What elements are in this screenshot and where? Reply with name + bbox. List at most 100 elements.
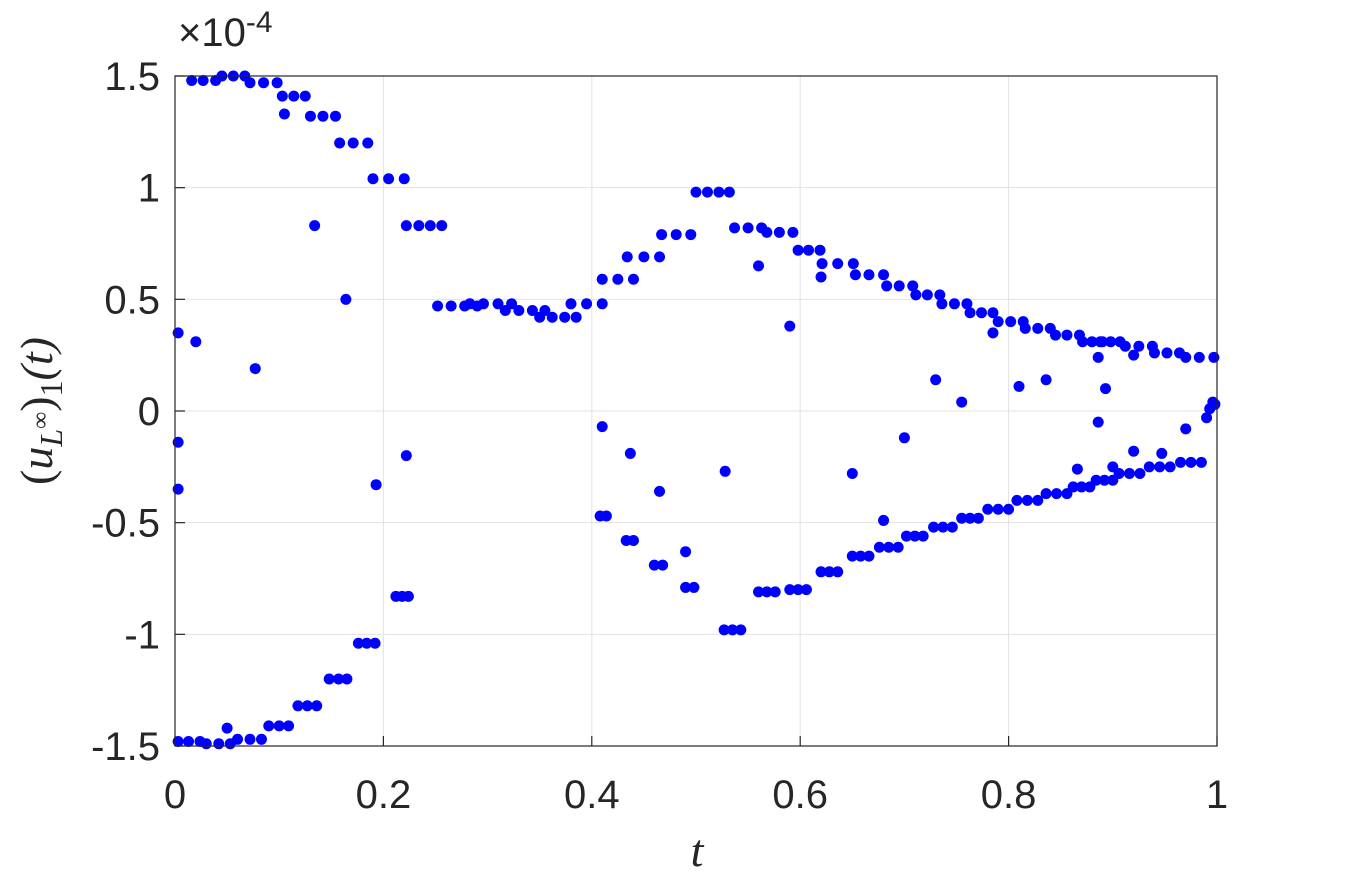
point [1076, 481, 1088, 493]
point [1032, 322, 1044, 334]
point [1051, 488, 1063, 500]
point [1086, 336, 1098, 348]
point [761, 586, 773, 598]
point [200, 738, 212, 750]
exponent-base: ×10 [178, 11, 246, 55]
point [309, 220, 321, 232]
point [1049, 329, 1061, 341]
point [769, 586, 781, 598]
point [1100, 383, 1112, 395]
point [982, 503, 994, 515]
point [249, 363, 261, 375]
ylabel-part: 1 [33, 380, 69, 396]
point [690, 186, 702, 198]
point [1098, 474, 1110, 486]
point [323, 673, 335, 685]
y-tick-label: 0 [138, 390, 160, 434]
point [883, 541, 895, 553]
point [1201, 412, 1213, 424]
point [956, 512, 968, 524]
point [581, 298, 593, 310]
point [232, 733, 244, 745]
point [849, 269, 861, 281]
point [340, 293, 352, 305]
point [898, 432, 910, 444]
point [1209, 398, 1221, 410]
point [855, 550, 867, 562]
point [773, 226, 785, 238]
point [815, 566, 827, 578]
point [362, 137, 374, 149]
point [934, 289, 946, 301]
point [221, 722, 233, 734]
point [972, 512, 984, 524]
point [680, 581, 692, 593]
point [863, 550, 875, 562]
point [526, 305, 538, 316]
point [352, 637, 364, 649]
point [546, 311, 558, 323]
point [1195, 456, 1207, 468]
point [987, 327, 999, 339]
x-tick-label: 0 [164, 773, 186, 817]
y-tick-label: 0.5 [104, 278, 160, 322]
point [197, 74, 209, 86]
ylabel-part: L [33, 429, 69, 448]
x-axis-label: t [691, 825, 705, 876]
point [761, 226, 773, 238]
point [815, 271, 827, 283]
point [1077, 336, 1089, 348]
point [976, 307, 988, 319]
point [701, 186, 713, 198]
point [713, 186, 725, 198]
point [258, 77, 270, 89]
point [1040, 488, 1052, 500]
point [753, 260, 765, 272]
point [1180, 423, 1192, 435]
exponent-power: -4 [246, 6, 273, 39]
point [964, 512, 976, 524]
point [424, 220, 436, 232]
point [333, 673, 345, 685]
point [172, 436, 184, 448]
point [987, 307, 999, 319]
point [964, 307, 976, 319]
point [1090, 474, 1102, 486]
point [803, 244, 815, 256]
point [292, 700, 304, 712]
point [921, 289, 933, 301]
point [596, 421, 608, 433]
point [186, 74, 198, 86]
point [787, 226, 799, 238]
point [846, 468, 858, 480]
point [688, 581, 700, 593]
point [1133, 340, 1145, 352]
point [477, 298, 489, 310]
point [670, 229, 682, 241]
point [413, 220, 425, 232]
point [1021, 494, 1033, 506]
point [1128, 349, 1140, 361]
point [823, 566, 835, 578]
point [784, 320, 796, 332]
point [400, 450, 412, 462]
point [816, 258, 828, 270]
point [832, 258, 844, 270]
point [299, 90, 311, 102]
point [948, 298, 960, 310]
point [570, 311, 582, 323]
point [400, 220, 412, 232]
point [329, 110, 341, 122]
point [1156, 447, 1168, 459]
point [910, 289, 922, 301]
point [492, 298, 504, 310]
point [1019, 322, 1031, 334]
point [432, 300, 444, 312]
point [565, 298, 577, 310]
point [600, 510, 612, 522]
point [1011, 494, 1023, 506]
point [863, 269, 875, 281]
point [624, 447, 636, 459]
y-tick-label: -1.5 [91, 725, 160, 769]
